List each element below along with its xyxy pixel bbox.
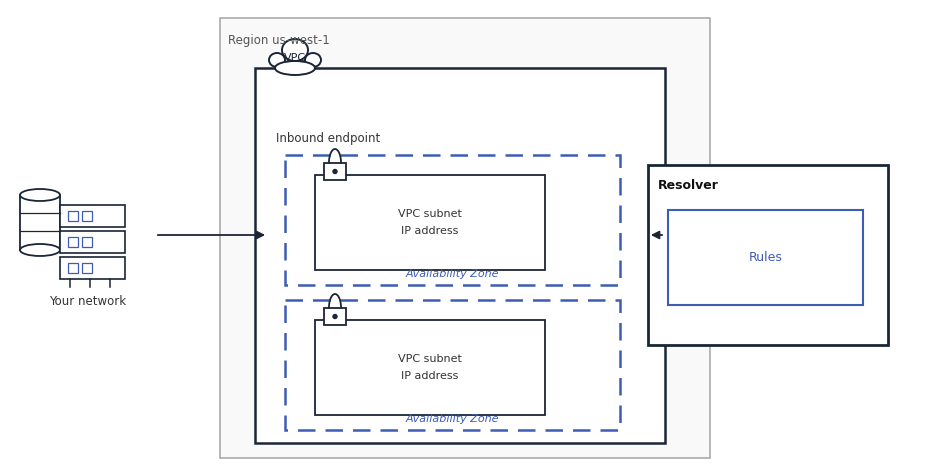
Circle shape [333, 315, 337, 318]
Bar [68, 211, 78, 221]
Text: Inbound endpoint: Inbound endpoint [275, 132, 380, 145]
Bar [324, 308, 346, 325]
Ellipse shape [282, 39, 308, 61]
Text: Availability Zone: Availability Zone [405, 414, 499, 424]
Ellipse shape [20, 189, 60, 201]
Text: Availability Zone: Availability Zone [405, 269, 499, 279]
Bar [220, 18, 709, 458]
Bar [285, 155, 619, 285]
Text: VPC subnet
IP address: VPC subnet IP address [398, 354, 462, 381]
Bar [314, 175, 544, 270]
Ellipse shape [20, 244, 60, 256]
Ellipse shape [274, 61, 314, 75]
Bar [255, 68, 665, 443]
Bar [268, 118, 649, 430]
Bar [68, 263, 78, 273]
Text: VPC subnet
IP address: VPC subnet IP address [398, 209, 462, 236]
Text: Rules: Rules [748, 251, 781, 264]
Bar [285, 300, 619, 430]
Bar [314, 320, 544, 415]
Text: Region us-west-1: Region us-west-1 [228, 34, 329, 47]
Text: VPC: VPC [284, 53, 306, 63]
Bar [68, 237, 78, 247]
Ellipse shape [305, 53, 321, 67]
Ellipse shape [269, 53, 285, 67]
Bar [20, 195, 60, 250]
Bar [324, 163, 346, 180]
Text: Your network: Your network [49, 295, 126, 308]
Bar [82, 211, 92, 221]
Bar [647, 165, 887, 345]
Bar [60, 257, 125, 279]
Bar [667, 210, 862, 305]
Bar [82, 263, 92, 273]
Text: Resolver: Resolver [657, 179, 718, 192]
Bar [60, 231, 125, 253]
Bar [82, 237, 92, 247]
Bar [60, 205, 125, 227]
Circle shape [333, 170, 337, 173]
